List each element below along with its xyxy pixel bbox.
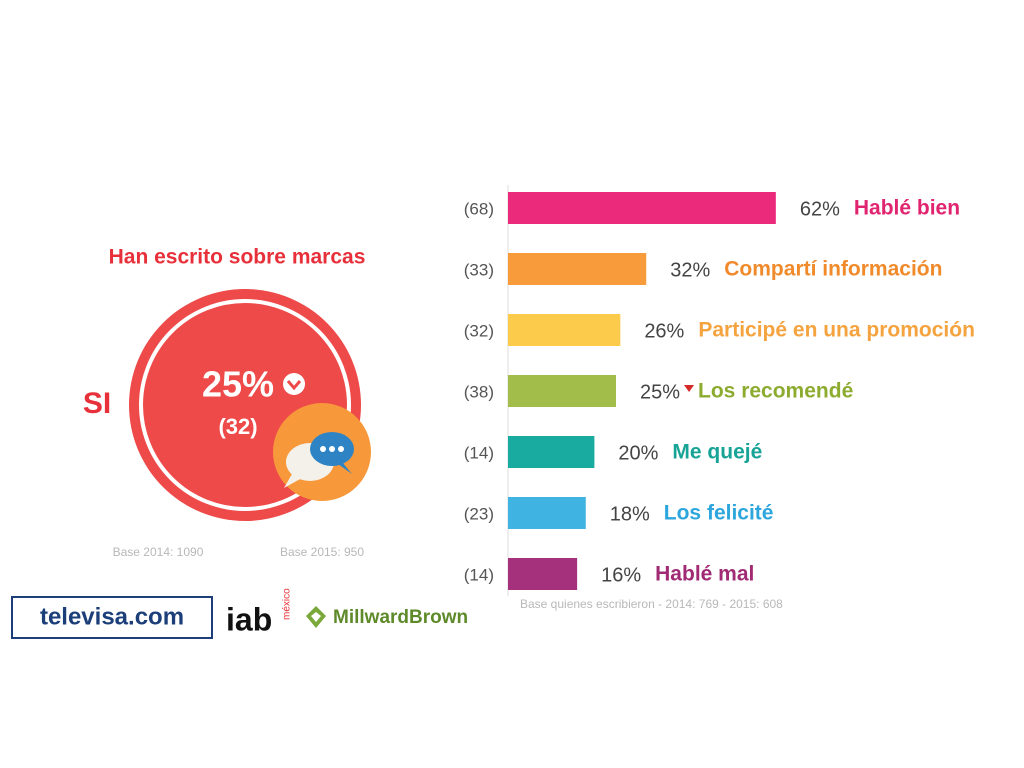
chat-tail <box>284 474 302 488</box>
televisa-logo <box>11 596 213 639</box>
value-label: 25% <box>640 381 680 403</box>
dot <box>320 446 326 452</box>
value-label: 16% <box>601 564 641 586</box>
value-label: 20% <box>618 442 658 464</box>
summary-label: SI <box>83 387 111 420</box>
category-label: Me quejé <box>672 441 762 464</box>
millward-icon <box>306 606 326 628</box>
iab-text: iab <box>226 601 272 637</box>
summary-title: Han escrito sobre marcas <box>109 246 366 269</box>
base-note: Base 2015: 950 <box>280 545 364 559</box>
category-label: Los recomendé <box>698 380 853 403</box>
category-label: Los felicité <box>664 502 774 525</box>
value-label: 62% <box>800 198 840 220</box>
previous-label: (14) <box>464 443 494 462</box>
bar <box>508 436 595 468</box>
bar <box>508 375 616 407</box>
bar <box>508 558 578 590</box>
summary-ring <box>139 299 351 511</box>
summary-value: 25% <box>202 364 274 405</box>
value-label: 18% <box>610 503 650 525</box>
dot <box>338 446 344 452</box>
previous-label: (38) <box>464 382 494 401</box>
trend-down <box>684 385 695 392</box>
previous-label: (68) <box>464 199 494 218</box>
previous-label: (32) <box>464 321 494 340</box>
bar <box>508 192 776 224</box>
bar <box>508 253 647 285</box>
category-label: Hablé bien <box>854 197 960 220</box>
iab-mexico: méxico <box>282 588 293 620</box>
chart-note: Base quienes escribieron - 2014: 769 - 2… <box>520 597 783 611</box>
millward-text: MillwardBrown <box>333 607 468 628</box>
trend-icon <box>283 373 305 395</box>
category-label: Hablé mal <box>655 563 754 586</box>
value-label: 32% <box>670 259 710 281</box>
previous-label: (14) <box>464 565 494 584</box>
category-label: Compartí información <box>724 258 942 281</box>
value-label: 26% <box>644 320 684 342</box>
televisa-text: televisa.com <box>40 603 184 630</box>
dot <box>329 446 335 452</box>
bar <box>508 314 621 346</box>
category-label: Participé en una promoción <box>698 319 975 342</box>
trend-arrow <box>286 380 302 391</box>
bar <box>508 497 586 529</box>
previous-label: (23) <box>464 504 494 523</box>
base-note: Base 2014: 1090 <box>113 545 204 559</box>
chat-tail-front <box>338 462 352 474</box>
summary-previous: (32) <box>218 414 257 439</box>
previous-label: (33) <box>464 260 494 279</box>
